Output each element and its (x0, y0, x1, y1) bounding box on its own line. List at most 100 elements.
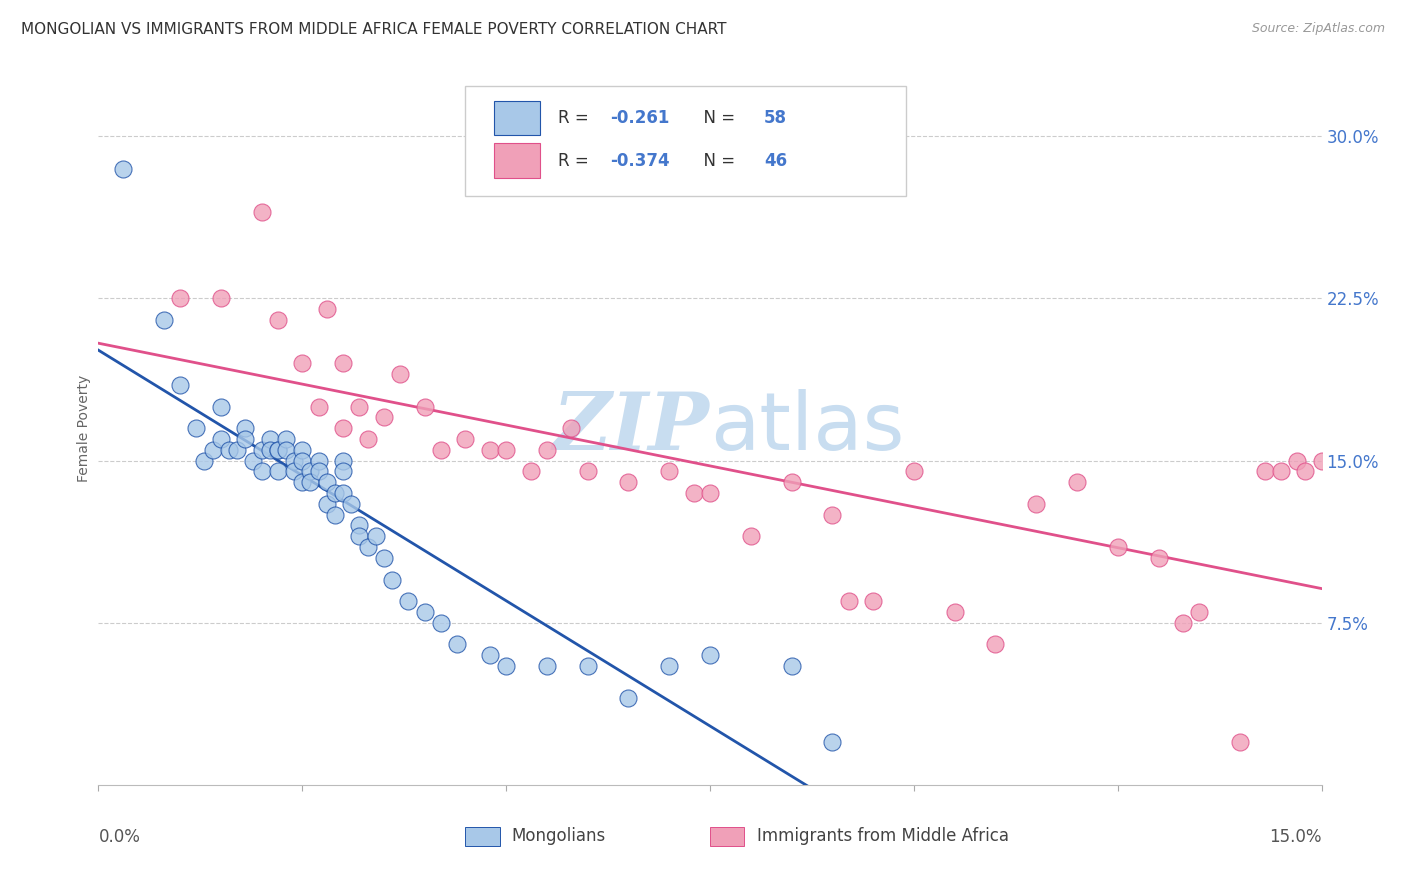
Point (430, 442, 453, 457)
Point (495, 659, 517, 673)
Point (209, 432, 232, 446)
Point (682, 486, 704, 500)
Point (373, 410, 395, 425)
Point (356, 540, 378, 554)
Point (299, 475, 322, 490)
Point (984, 637, 1007, 651)
Point (259, 432, 281, 446)
Point (1107, 540, 1129, 554)
Point (259, 442, 281, 457)
Point (576, 659, 599, 673)
Point (226, 442, 249, 457)
Point (1188, 605, 1211, 619)
Text: 46: 46 (763, 152, 787, 169)
Point (560, 421, 582, 435)
Point (821, 508, 844, 522)
Point (250, 205, 273, 219)
FancyBboxPatch shape (465, 86, 905, 196)
Point (658, 659, 681, 673)
Point (1025, 497, 1047, 511)
Point (1229, 735, 1251, 749)
Point (332, 356, 354, 370)
Point (233, 432, 256, 446)
Point (943, 605, 966, 619)
Point (536, 659, 558, 673)
Text: ZIP: ZIP (553, 390, 710, 467)
Point (576, 464, 599, 478)
Point (315, 302, 337, 317)
Point (1270, 464, 1292, 478)
Point (274, 432, 297, 446)
Point (332, 421, 354, 435)
Point (389, 367, 412, 381)
Text: 0.0%: 0.0% (98, 828, 141, 846)
Point (169, 292, 191, 306)
Point (446, 637, 468, 651)
Point (267, 442, 290, 457)
Point (274, 442, 297, 457)
Text: atlas: atlas (710, 389, 904, 467)
Text: N =: N = (693, 152, 741, 169)
Point (169, 378, 191, 392)
Text: R =: R = (558, 109, 595, 127)
Bar (465, 827, 499, 846)
Point (699, 648, 721, 663)
Point (413, 605, 436, 619)
Point (267, 442, 290, 457)
Point (152, 313, 174, 327)
Point (658, 464, 681, 478)
Point (536, 442, 558, 457)
Point (617, 691, 640, 706)
Point (332, 486, 354, 500)
Point (193, 453, 215, 467)
Point (283, 453, 305, 467)
Point (186, 421, 208, 435)
Point (332, 464, 354, 478)
Point (454, 432, 477, 446)
Text: Immigrants from Middle Africa: Immigrants from Middle Africa (756, 828, 1008, 846)
Point (291, 475, 314, 490)
Point (201, 442, 224, 457)
Point (291, 453, 314, 467)
Point (413, 400, 436, 414)
Text: Mongolians: Mongolians (512, 828, 606, 846)
Point (308, 453, 330, 467)
Text: -0.261: -0.261 (610, 109, 669, 127)
Point (315, 497, 337, 511)
Point (373, 550, 395, 565)
Point (242, 453, 264, 467)
Point (699, 486, 721, 500)
Point (349, 518, 371, 533)
Point (1066, 475, 1088, 490)
Point (396, 594, 419, 608)
Point (291, 356, 314, 370)
Text: -0.374: -0.374 (610, 152, 669, 169)
Point (250, 442, 273, 457)
Point (364, 529, 387, 543)
Point (308, 464, 330, 478)
Point (267, 313, 290, 327)
Point (1286, 453, 1309, 467)
Point (519, 464, 541, 478)
Point (209, 400, 232, 414)
Text: N =: N = (693, 109, 741, 127)
Point (349, 529, 371, 543)
Point (315, 475, 337, 490)
Point (862, 594, 884, 608)
Point (838, 594, 860, 608)
Point (356, 432, 378, 446)
Point (332, 453, 354, 467)
Text: 15.0%: 15.0% (1270, 828, 1322, 846)
Point (1253, 464, 1275, 478)
Point (740, 529, 762, 543)
Point (308, 400, 330, 414)
Bar (710, 827, 744, 846)
Y-axis label: Female Poverty: Female Poverty (77, 375, 91, 482)
Point (349, 400, 371, 414)
Point (617, 475, 640, 490)
Text: R =: R = (558, 152, 595, 169)
Point (1147, 550, 1170, 565)
Text: Source: ZipAtlas.com: Source: ZipAtlas.com (1251, 22, 1385, 36)
Point (250, 464, 273, 478)
Bar (494, 144, 540, 178)
